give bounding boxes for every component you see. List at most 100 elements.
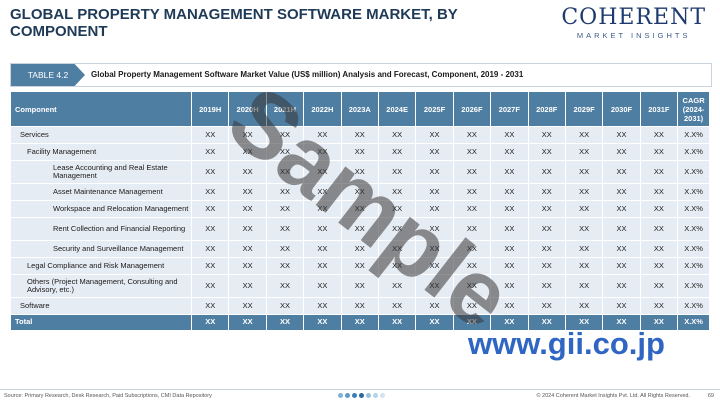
value-cell: XX — [377, 297, 417, 315]
value-cell: XX — [564, 217, 604, 241]
row-label: Legal Compliance and Risk Management — [10, 257, 192, 275]
cagr-cell: X.X% — [677, 274, 711, 298]
cagr-cell: X.X% — [677, 217, 711, 241]
value-cell: XX — [303, 257, 342, 275]
value-cell: XX — [564, 314, 604, 331]
value-cell: XX — [228, 143, 267, 161]
row-label: Software — [10, 297, 192, 315]
value-cell: XX — [415, 240, 454, 258]
value-cell: XX — [564, 160, 604, 184]
value-cell: XX — [340, 183, 379, 201]
row-label: Asset Maintenance Management — [10, 183, 192, 201]
value-cell: XX — [602, 257, 641, 275]
page-number: 69 — [707, 393, 714, 399]
year-column-header: 2019H — [190, 91, 230, 127]
cagr-cell: X.X% — [677, 297, 711, 315]
value-cell: XX — [564, 126, 604, 144]
value-cell: XX — [452, 126, 492, 144]
value-cell: XX — [340, 126, 379, 144]
table-row: Facility Management XX XX XX XX XX XX XX XX XX XX X… — [10, 143, 711, 161]
value-cell: XX — [377, 274, 417, 298]
value-cell: XX — [228, 274, 267, 298]
value-cell: XX — [303, 274, 342, 298]
value-cell: XX — [452, 314, 492, 331]
value-cell: XX — [527, 314, 566, 331]
value-cell: XX — [228, 183, 267, 201]
table-row: Rent Collection and Financial Reporting X… — [10, 217, 711, 241]
value-cell: XX — [564, 200, 604, 218]
value-cell: XX — [639, 274, 679, 298]
total-row: Total XX XX XX XX XX XX XX XX XX XX XX XX XX X.X% — [10, 314, 711, 331]
value-cell: XX — [564, 274, 604, 298]
value-cell: XX — [564, 143, 604, 161]
value-cell: XX — [190, 160, 230, 184]
value-cell: XX — [190, 143, 230, 161]
table-caption: Global Property Management Software Mark… — [91, 70, 524, 79]
value-cell: XX — [490, 160, 529, 184]
value-cell: XX — [190, 217, 230, 241]
cagr-cell: X.X% — [677, 200, 711, 218]
value-cell: XX — [377, 200, 417, 218]
value-cell: XX — [265, 240, 305, 258]
year-column-header: 2030F — [602, 91, 641, 127]
value-cell: XX — [602, 274, 641, 298]
footer-divider — [0, 389, 720, 390]
value-cell: XX — [452, 183, 492, 201]
value-cell: XX — [639, 314, 679, 331]
row-label: Facility Management — [10, 143, 192, 161]
value-cell: XX — [415, 126, 454, 144]
row-label: Total — [10, 314, 192, 331]
value-cell: XX — [190, 200, 230, 218]
cagr-column-header: CAGR (2024-2031) — [677, 91, 711, 127]
value-cell: XX — [490, 183, 529, 201]
value-cell: XX — [190, 297, 230, 315]
row-label: Workspace and Relocation Management — [10, 200, 192, 218]
footer-dot — [373, 393, 378, 398]
value-cell: XX — [415, 314, 454, 331]
year-column-header: 2023A — [340, 91, 379, 127]
value-cell: XX — [228, 240, 267, 258]
footer-dot — [359, 393, 364, 398]
value-cell: XX — [228, 126, 267, 144]
cagr-cell: X.X% — [677, 257, 711, 275]
value-cell: XX — [340, 217, 379, 241]
year-column-header: 2027F — [490, 91, 529, 127]
value-cell: XX — [639, 297, 679, 315]
value-cell: XX — [190, 183, 230, 201]
value-cell: XX — [190, 314, 230, 331]
value-cell: XX — [265, 160, 305, 184]
value-cell: XX — [340, 160, 379, 184]
value-cell: XX — [490, 274, 529, 298]
value-cell: XX — [527, 160, 566, 184]
cagr-cell: X.X% — [677, 126, 711, 144]
value-cell: XX — [490, 257, 529, 275]
year-column-header: 2026F — [452, 91, 492, 127]
value-cell: XX — [303, 200, 342, 218]
value-cell: XX — [377, 183, 417, 201]
value-cell: XX — [377, 257, 417, 275]
value-cell: XX — [228, 200, 267, 218]
footer-dots — [338, 393, 387, 399]
value-cell: XX — [265, 183, 305, 201]
value-cell: XX — [415, 297, 454, 315]
value-cell: XX — [228, 257, 267, 275]
value-cell: XX — [303, 126, 342, 144]
value-cell: XX — [190, 126, 230, 144]
value-cell: XX — [452, 297, 492, 315]
component-column-header: Component — [10, 91, 192, 127]
value-cell: XX — [265, 274, 305, 298]
value-cell: XX — [265, 297, 305, 315]
value-cell: XX — [602, 126, 641, 144]
value-cell: XX — [228, 297, 267, 315]
value-cell: XX — [228, 314, 267, 331]
value-cell: XX — [602, 143, 641, 161]
value-cell: XX — [377, 217, 417, 241]
value-cell: XX — [265, 126, 305, 144]
value-cell: XX — [527, 240, 566, 258]
value-cell: XX — [452, 217, 492, 241]
value-cell: XX — [452, 274, 492, 298]
value-cell: XX — [527, 257, 566, 275]
value-cell: XX — [377, 240, 417, 258]
value-cell: XX — [527, 143, 566, 161]
